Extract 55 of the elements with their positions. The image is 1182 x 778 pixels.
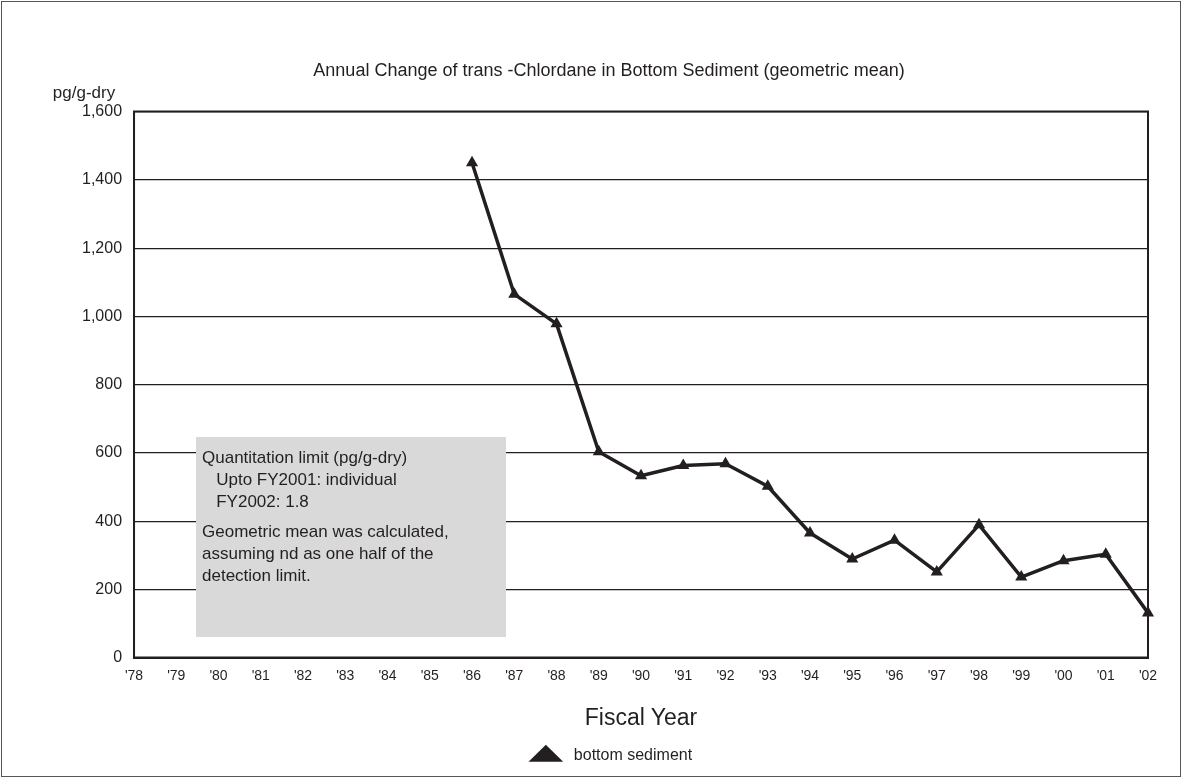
x-tick-label: '93 [758,666,778,683]
y-tick-label: 800 [95,375,123,393]
x-tick-label: '02 [1138,666,1158,683]
y-tick-label: 1,000 [81,306,123,324]
point [846,551,859,563]
x-tick-label: '78 [124,666,144,683]
x-tick-label: '00 [1054,666,1073,683]
x-tick-label: '79 [167,666,186,683]
y-tick-label: 400 [95,511,123,529]
point [803,526,817,537]
point [465,155,479,167]
point [634,468,648,480]
point [761,479,774,490]
point [677,458,690,469]
y-tick-label: 1,400 [81,170,123,188]
x-tick-label: '88 [547,666,566,683]
y-tick-label: 1,200 [81,238,123,256]
x-tick-label: '83 [336,666,355,683]
x-tick-label: '92 [716,666,735,683]
point [1099,547,1112,558]
point [1015,570,1028,581]
x-tick-label: '90 [631,666,651,683]
x-tick-label: '97 [927,666,947,683]
annotation: Quantitation limit (pg/g-dry) Upto FY2001: individual FY2002: 1.8 [202,446,409,513]
point [1057,553,1070,565]
x-tick-label: '84 [378,666,397,683]
note-box: Quantitation limit (pg/g-dry) Upto FY2001: individual FY2002: 1.8 Geometric mean was calculated, assuming nd as one half of the detection limit. [196,436,507,637]
x-tick-label: '01 [1096,666,1116,683]
x-tick-label: '86 [462,666,482,683]
y-axis-title: pg/g-dry [52,82,116,102]
point [719,456,732,468]
x-tick-label: '91 [674,666,693,683]
x-tick-label: '81 [251,666,271,683]
x-tick-label: '82 [293,666,313,683]
x-tick-label: '94 [800,666,820,683]
annotation: Geometric mean was calculated, assuming nd as one half of the detection limit. [202,520,450,587]
x-tick-label: '96 [885,666,904,683]
x-tick-label: '95 [843,666,862,683]
y-tick-label: 0 [113,648,123,666]
legend-label: bottom sediment [573,746,693,764]
point [508,287,521,298]
point [550,316,563,328]
y-tick-label: 1,600 [81,102,123,120]
x-tick-label: '99 [1012,666,1031,683]
y-tick-label: 200 [95,579,123,597]
x-tick-label: '80 [209,666,228,683]
x-tick-label: '87 [505,666,524,683]
point [972,517,986,529]
chart-title: Annual Change of trans -Chlordane in Bottom Sediment (geometric mean) [313,59,905,80]
point [930,564,943,576]
x-tick-label: '98 [969,666,989,683]
y-tick-label: 600 [95,443,123,461]
x-axis-title: Fiscal Year [584,703,698,730]
x-tick-label: '89 [589,666,609,683]
x-tick-label: '85 [420,666,440,683]
